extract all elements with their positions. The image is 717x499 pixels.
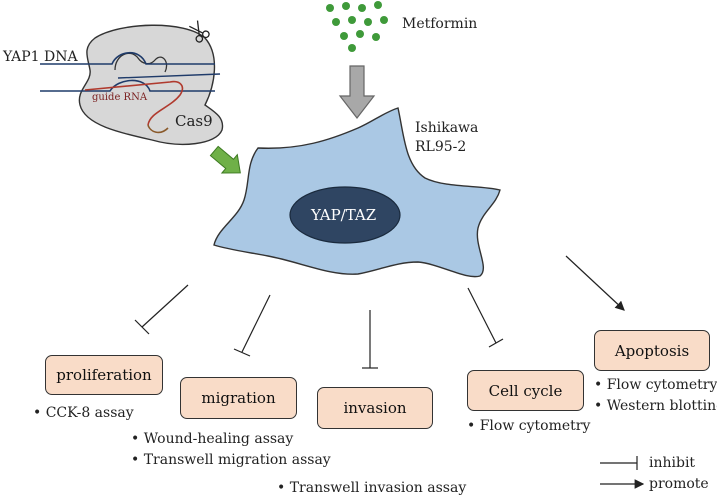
legend-inhibit-label: inhibit (649, 455, 696, 471)
inhibit-line-migration (233, 294, 271, 357)
yap-taz-nucleus (289, 186, 401, 244)
assay-wound-healing: • Wound-healing assay (131, 431, 294, 447)
legend-inhibit-symbol (600, 456, 638, 470)
inhibit-line-proliferation (134, 284, 189, 335)
inhibit-line-invasion (362, 310, 378, 369)
guide-rna-tail (147, 124, 169, 134)
metformin-arrow (338, 65, 376, 119)
legend-promote-label: promote (649, 476, 709, 492)
assay-cck8: • CCK-8 assay (33, 405, 134, 421)
dna-strand-middle (117, 73, 221, 79)
assay-transwell-invasion: • Transwell invasion assay (277, 480, 467, 496)
guide-rna-label: guide RNA (92, 92, 148, 103)
guide-rna-strand (84, 80, 184, 126)
assay-western-blotting: • Western blotting (594, 398, 717, 414)
migration-box: migration (180, 377, 297, 419)
cas9-label: Cas9 (175, 112, 213, 130)
metformin-dots (326, 1, 388, 52)
apoptosis-box: Apoptosis (594, 330, 710, 371)
proliferation-box: proliferation (45, 355, 163, 395)
dna-strand-top (40, 51, 215, 65)
dna-strand-bottom (40, 79, 215, 92)
assay-flow-cytometry-apoptosis: • Flow cytometry (594, 377, 717, 393)
cell-line-rl95-2: RL95-2 (415, 139, 467, 155)
promote-arrow-apoptosis (565, 255, 625, 311)
scissors-icon (189, 20, 210, 43)
assay-flow-cytometry-cycle: • Flow cytometry (467, 418, 591, 434)
cell-cycle-box: Cell cycle (467, 370, 584, 411)
yap1-dna-label: YAP1 DNA (3, 49, 78, 65)
assay-transwell-migration: • Transwell migration assay (131, 452, 331, 468)
invasion-box: invasion (317, 387, 433, 429)
inhibit-line-cell-cycle (467, 287, 504, 348)
nucleus-label: YAP/TAZ (311, 206, 377, 224)
metformin-label: Metformin (402, 16, 478, 32)
cell-line-ishikawa: Ishikawa (415, 120, 479, 136)
green-arrow (209, 145, 241, 174)
